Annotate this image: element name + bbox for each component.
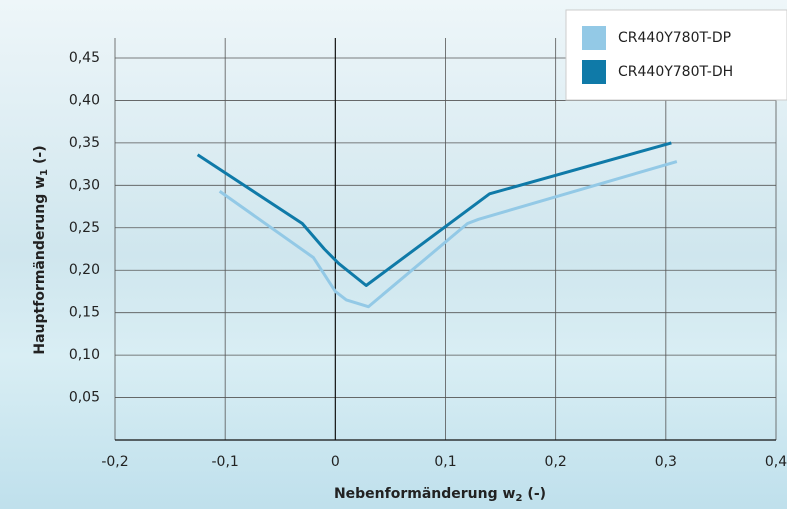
legend-label: CR440Y780T-DH <box>618 64 733 80</box>
y-tick-label: 0,40 <box>69 92 100 108</box>
y-tick-label: 0,25 <box>69 220 100 236</box>
legend-swatch <box>582 26 606 50</box>
y-tick-label: 0,35 <box>69 135 100 151</box>
legend-swatch <box>582 60 606 84</box>
series-line <box>218 160 678 309</box>
y-label-text: Hauptformänderung w <box>32 176 48 355</box>
legend-label: CR440Y780T-DP <box>618 30 731 46</box>
series-line <box>196 141 672 288</box>
x-tick-label: 0,4 <box>765 454 787 470</box>
x-tick-label: 0 <box>331 454 340 470</box>
y-label-sub: 1 <box>39 169 50 176</box>
x-label-text: Nebenformänderung w <box>334 486 516 502</box>
y-axis-label: Hauptformänderung w1 (-) <box>32 145 50 354</box>
x-axis-label: Nebenformänderung w2 (-) <box>334 486 546 504</box>
x-tick-label: 0,2 <box>545 454 567 470</box>
x-tick-label: 0,3 <box>655 454 677 470</box>
y-tick-label: 0,10 <box>69 347 100 363</box>
x-tick-label: 0,1 <box>434 454 456 470</box>
y-tick-label: 0,45 <box>69 50 100 66</box>
x-label-unit: (-) <box>527 486 546 502</box>
x-label-sub: 2 <box>515 493 522 504</box>
y-tick-label: 0,30 <box>69 177 100 193</box>
legend-box <box>565 9 787 101</box>
y-tick-label: 0,20 <box>69 262 100 278</box>
x-tick-label: -0,1 <box>212 454 239 470</box>
y-label-unit: (-) <box>32 145 48 164</box>
x-tick-label: -0,2 <box>101 454 128 470</box>
y-tick-label: 0,05 <box>69 390 100 406</box>
y-tick-label: 0,15 <box>69 305 100 321</box>
